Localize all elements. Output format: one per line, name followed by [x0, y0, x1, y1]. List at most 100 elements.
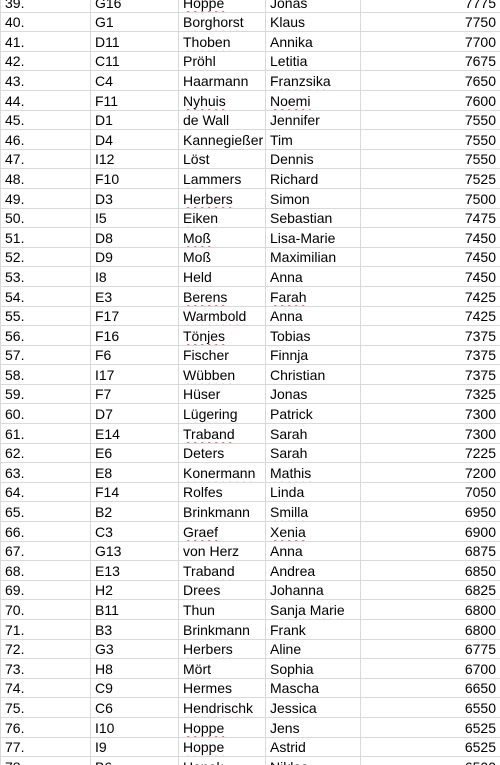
score-cell[interactable]: 6850 [360, 560, 500, 581]
rank-cell[interactable]: 61. [0, 423, 91, 444]
last-name-cell[interactable]: Wübben [178, 364, 266, 385]
rank-cell[interactable]: 58. [0, 364, 91, 385]
score-cell[interactable]: 7325 [360, 383, 500, 405]
first-name-cell[interactable]: Noemi [265, 89, 361, 111]
first-name-cell[interactable]: Jennifer [265, 109, 361, 131]
first-name-cell[interactable]: Sanja Marie [265, 599, 361, 620]
code-cell[interactable]: G16 [90, 0, 179, 13]
score-cell[interactable]: 6700 [360, 658, 500, 679]
last-name-cell[interactable]: Moß [178, 227, 266, 248]
rank-cell[interactable]: 48. [0, 168, 91, 189]
first-name-cell[interactable]: Astrid [265, 736, 361, 758]
last-name-cell[interactable]: Thun [178, 599, 266, 620]
first-name-cell[interactable]: Letitia [265, 50, 361, 72]
last-name-cell[interactable]: Mört [178, 658, 266, 679]
rank-cell[interactable]: 70. [0, 599, 91, 620]
last-name-cell[interactable]: Herbers [178, 187, 266, 209]
first-name-cell[interactable]: Anna [265, 305, 361, 327]
last-name-cell[interactable]: Tönjes [178, 325, 266, 346]
score-cell[interactable]: 7450 [360, 266, 500, 287]
code-cell[interactable]: H8 [90, 658, 179, 679]
first-name-cell[interactable]: Linda [265, 481, 361, 503]
code-cell[interactable]: D11 [90, 31, 179, 52]
rank-cell[interactable]: 50. [0, 207, 91, 229]
first-name-cell[interactable]: Jens [265, 716, 361, 738]
code-cell[interactable]: D9 [90, 246, 179, 268]
score-cell[interactable]: 6875 [360, 540, 500, 562]
rank-cell[interactable]: 40. [0, 11, 91, 33]
last-name-cell[interactable]: Herbers [178, 638, 266, 660]
first-name-cell[interactable]: Klaus [265, 11, 361, 33]
score-cell[interactable]: 6800 [360, 619, 500, 640]
score-cell[interactable]: 7225 [360, 442, 500, 464]
last-name-cell[interactable]: Brinkmann [178, 501, 266, 523]
rank-cell[interactable]: 39. [0, 0, 91, 13]
score-cell[interactable]: 7650 [360, 70, 500, 91]
code-cell[interactable]: F6 [90, 344, 179, 366]
rank-cell[interactable]: 49. [0, 187, 91, 209]
first-name-cell[interactable]: Sophia [265, 658, 361, 679]
code-cell[interactable]: I17 [90, 364, 179, 385]
first-name-cell[interactable]: Mascha [265, 677, 361, 699]
last-name-cell[interactable]: Hermes [178, 677, 266, 699]
code-cell[interactable]: I9 [90, 736, 179, 758]
score-cell[interactable]: 7375 [360, 364, 500, 385]
code-cell[interactable]: D4 [90, 129, 179, 150]
rank-cell[interactable]: 41. [0, 31, 91, 52]
score-cell[interactable]: 6550 [360, 697, 500, 718]
first-name-cell[interactable]: Maximilian [265, 246, 361, 268]
code-cell[interactable]: I12 [90, 148, 179, 170]
score-cell[interactable]: 6775 [360, 638, 500, 660]
rank-cell[interactable]: 65. [0, 501, 91, 523]
rank-cell[interactable]: 72. [0, 638, 91, 660]
code-cell[interactable]: I5 [90, 207, 179, 229]
score-cell[interactable]: 7450 [360, 246, 500, 268]
rank-cell[interactable]: 42. [0, 50, 91, 72]
score-cell[interactable]: 7775 [360, 0, 500, 13]
code-cell[interactable]: F7 [90, 383, 179, 405]
first-name-cell[interactable]: Smilla [265, 501, 361, 523]
code-cell[interactable]: D7 [90, 403, 179, 425]
score-cell[interactable]: 7675 [360, 50, 500, 72]
score-cell[interactable]: 6525 [360, 716, 500, 738]
code-cell[interactable]: F16 [90, 325, 179, 346]
code-cell[interactable]: B2 [90, 501, 179, 523]
last-name-cell[interactable]: Traband [178, 423, 266, 444]
rank-cell[interactable]: 45. [0, 109, 91, 131]
first-name-cell[interactable]: Simon [265, 187, 361, 209]
last-name-cell[interactable]: Eiken [178, 207, 266, 229]
code-cell[interactable]: G13 [90, 540, 179, 562]
first-name-cell[interactable]: Franzsika [265, 70, 361, 91]
rank-cell[interactable]: 63. [0, 462, 91, 483]
code-cell[interactable]: D3 [90, 187, 179, 209]
first-name-cell[interactable]: Sarah [265, 423, 361, 444]
last-name-cell[interactable]: Held [178, 266, 266, 287]
first-name-cell[interactable]: Richard [265, 168, 361, 189]
score-cell[interactable]: 7300 [360, 423, 500, 444]
score-cell[interactable]: 7450 [360, 227, 500, 248]
score-cell[interactable]: 6525 [360, 736, 500, 758]
first-name-cell[interactable]: Tim [265, 129, 361, 150]
score-cell[interactable]: 7425 [360, 285, 500, 307]
first-name-cell[interactable]: Lisa-Marie [265, 227, 361, 248]
rank-cell[interactable]: 78. [0, 756, 91, 765]
last-name-cell[interactable]: de Wall [178, 109, 266, 131]
code-cell[interactable]: C4 [90, 70, 179, 91]
first-name-cell[interactable]: Sarah [265, 442, 361, 464]
code-cell[interactable]: C9 [90, 677, 179, 699]
rank-cell[interactable]: 46. [0, 129, 91, 150]
code-cell[interactable]: E3 [90, 285, 179, 307]
code-cell[interactable]: E8 [90, 462, 179, 483]
code-cell[interactable]: I8 [90, 266, 179, 287]
code-cell[interactable]: B3 [90, 619, 179, 640]
last-name-cell[interactable]: von Herz [178, 540, 266, 562]
first-name-cell[interactable]: Patrick [265, 403, 361, 425]
code-cell[interactable]: F14 [90, 481, 179, 503]
code-cell[interactable]: G3 [90, 638, 179, 660]
rank-cell[interactable]: 64. [0, 481, 91, 503]
rank-cell[interactable]: 55. [0, 305, 91, 327]
first-name-cell[interactable]: Finnja [265, 344, 361, 366]
score-cell[interactable]: 7525 [360, 168, 500, 189]
rank-cell[interactable]: 57. [0, 344, 91, 366]
rank-cell[interactable]: 74. [0, 677, 91, 699]
